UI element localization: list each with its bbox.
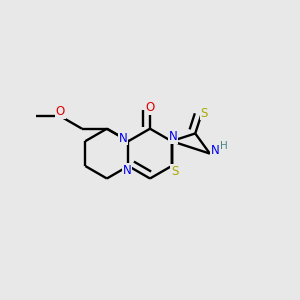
Text: S: S <box>171 165 178 178</box>
Text: O: O <box>56 105 65 118</box>
Text: O: O <box>146 101 154 114</box>
Text: N: N <box>169 130 177 143</box>
Text: N: N <box>211 144 220 157</box>
Text: N: N <box>123 164 131 177</box>
Text: H: H <box>220 141 228 151</box>
Text: N: N <box>119 132 128 145</box>
Text: S: S <box>200 107 208 120</box>
